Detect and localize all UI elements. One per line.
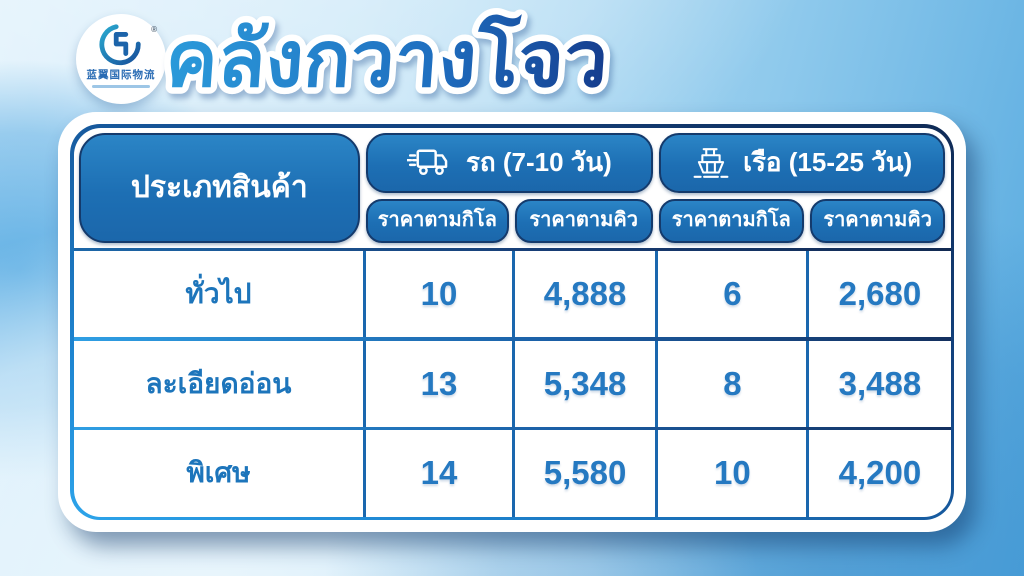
table-row-sensitive: ละเอียดอ่อน 13 5,348 8 3,488 — [74, 340, 951, 427]
truck-icon — [406, 146, 453, 180]
truck-cbm-price: 4,888 — [543, 275, 627, 313]
truck-cbm-price: 5,348 — [543, 364, 627, 402]
blue-wing-swirl-icon — [99, 24, 141, 66]
ship-kilo-price: 6 — [723, 275, 742, 313]
truck-cbm-price: 5,580 — [543, 454, 627, 492]
ship-cbm-price: 3,488 — [838, 364, 922, 402]
table-row-special: พิเศษ 14 5,580 10 4,200 — [74, 430, 951, 517]
truck-price-per-kilo-header: ราคาตามกิโล — [366, 198, 509, 243]
truck-price-per-cbm-header: ราคาตามคิว — [514, 198, 653, 243]
row-divider-line — [73, 426, 951, 431]
logo-chinese-text: 蓝翼国际物流 — [86, 69, 156, 81]
logo-subtext-line — [92, 85, 150, 88]
ship-kilo-price: 8 — [723, 364, 742, 402]
pricing-card: ประเภทสินค้า รถ (7-10 วัน) — [58, 112, 966, 532]
title-text: คลังกวางโจว — [163, 13, 612, 103]
ship-icon — [692, 144, 730, 182]
truck-header-label: รถ (7-10 วัน) — [465, 146, 612, 177]
table-border-frame: ประเภทสินค้า รถ (7-10 วัน) — [70, 124, 954, 520]
ship-kilo-price: 10 — [714, 454, 751, 492]
page-title: คลังกวางโจว — [158, 7, 618, 110]
table-header: ประเภทสินค้า รถ (7-10 วัน) — [74, 128, 951, 248]
row-label: พิเศษ — [186, 457, 251, 489]
ship-header-label: เรือ (15-25 วัน) — [743, 146, 913, 177]
header-divider-line — [73, 247, 951, 251]
table-row-general: ทั่วไป 10 4,888 6 2,680 — [74, 251, 951, 338]
truck-kilo-price: 10 — [420, 275, 458, 313]
registered-trademark-symbol: ® — [151, 25, 157, 34]
truck-kilo-price: 13 — [420, 364, 458, 402]
table-body: ทั่วไป 10 4,888 6 2,680 ละเอียดอ่อน 13 5… — [73, 251, 951, 517]
ship-price-per-cbm-header: ราคาตามคิว — [809, 198, 946, 243]
ship-column-header: เรือ (15-25 วัน) — [658, 132, 946, 193]
ship-cbm-price: 2,680 — [838, 275, 922, 313]
truck-column-header: รถ (7-10 วัน) — [366, 132, 653, 193]
row-divider-line — [73, 337, 951, 341]
pricing-table: ประเภทสินค้า รถ (7-10 วัน) — [73, 127, 951, 517]
truck-kilo-price: 14 — [420, 454, 458, 492]
company-logo: 蓝翼国际物流 ® — [76, 14, 166, 104]
ship-price-per-kilo-header: ราคาตามกิโล — [658, 198, 804, 243]
ship-cbm-price: 4,200 — [838, 454, 922, 492]
product-type-header: ประเภทสินค้า — [78, 132, 361, 243]
row-label: ละเอียดอ่อน — [145, 367, 292, 399]
row-label: ทั่วไป — [185, 278, 252, 310]
